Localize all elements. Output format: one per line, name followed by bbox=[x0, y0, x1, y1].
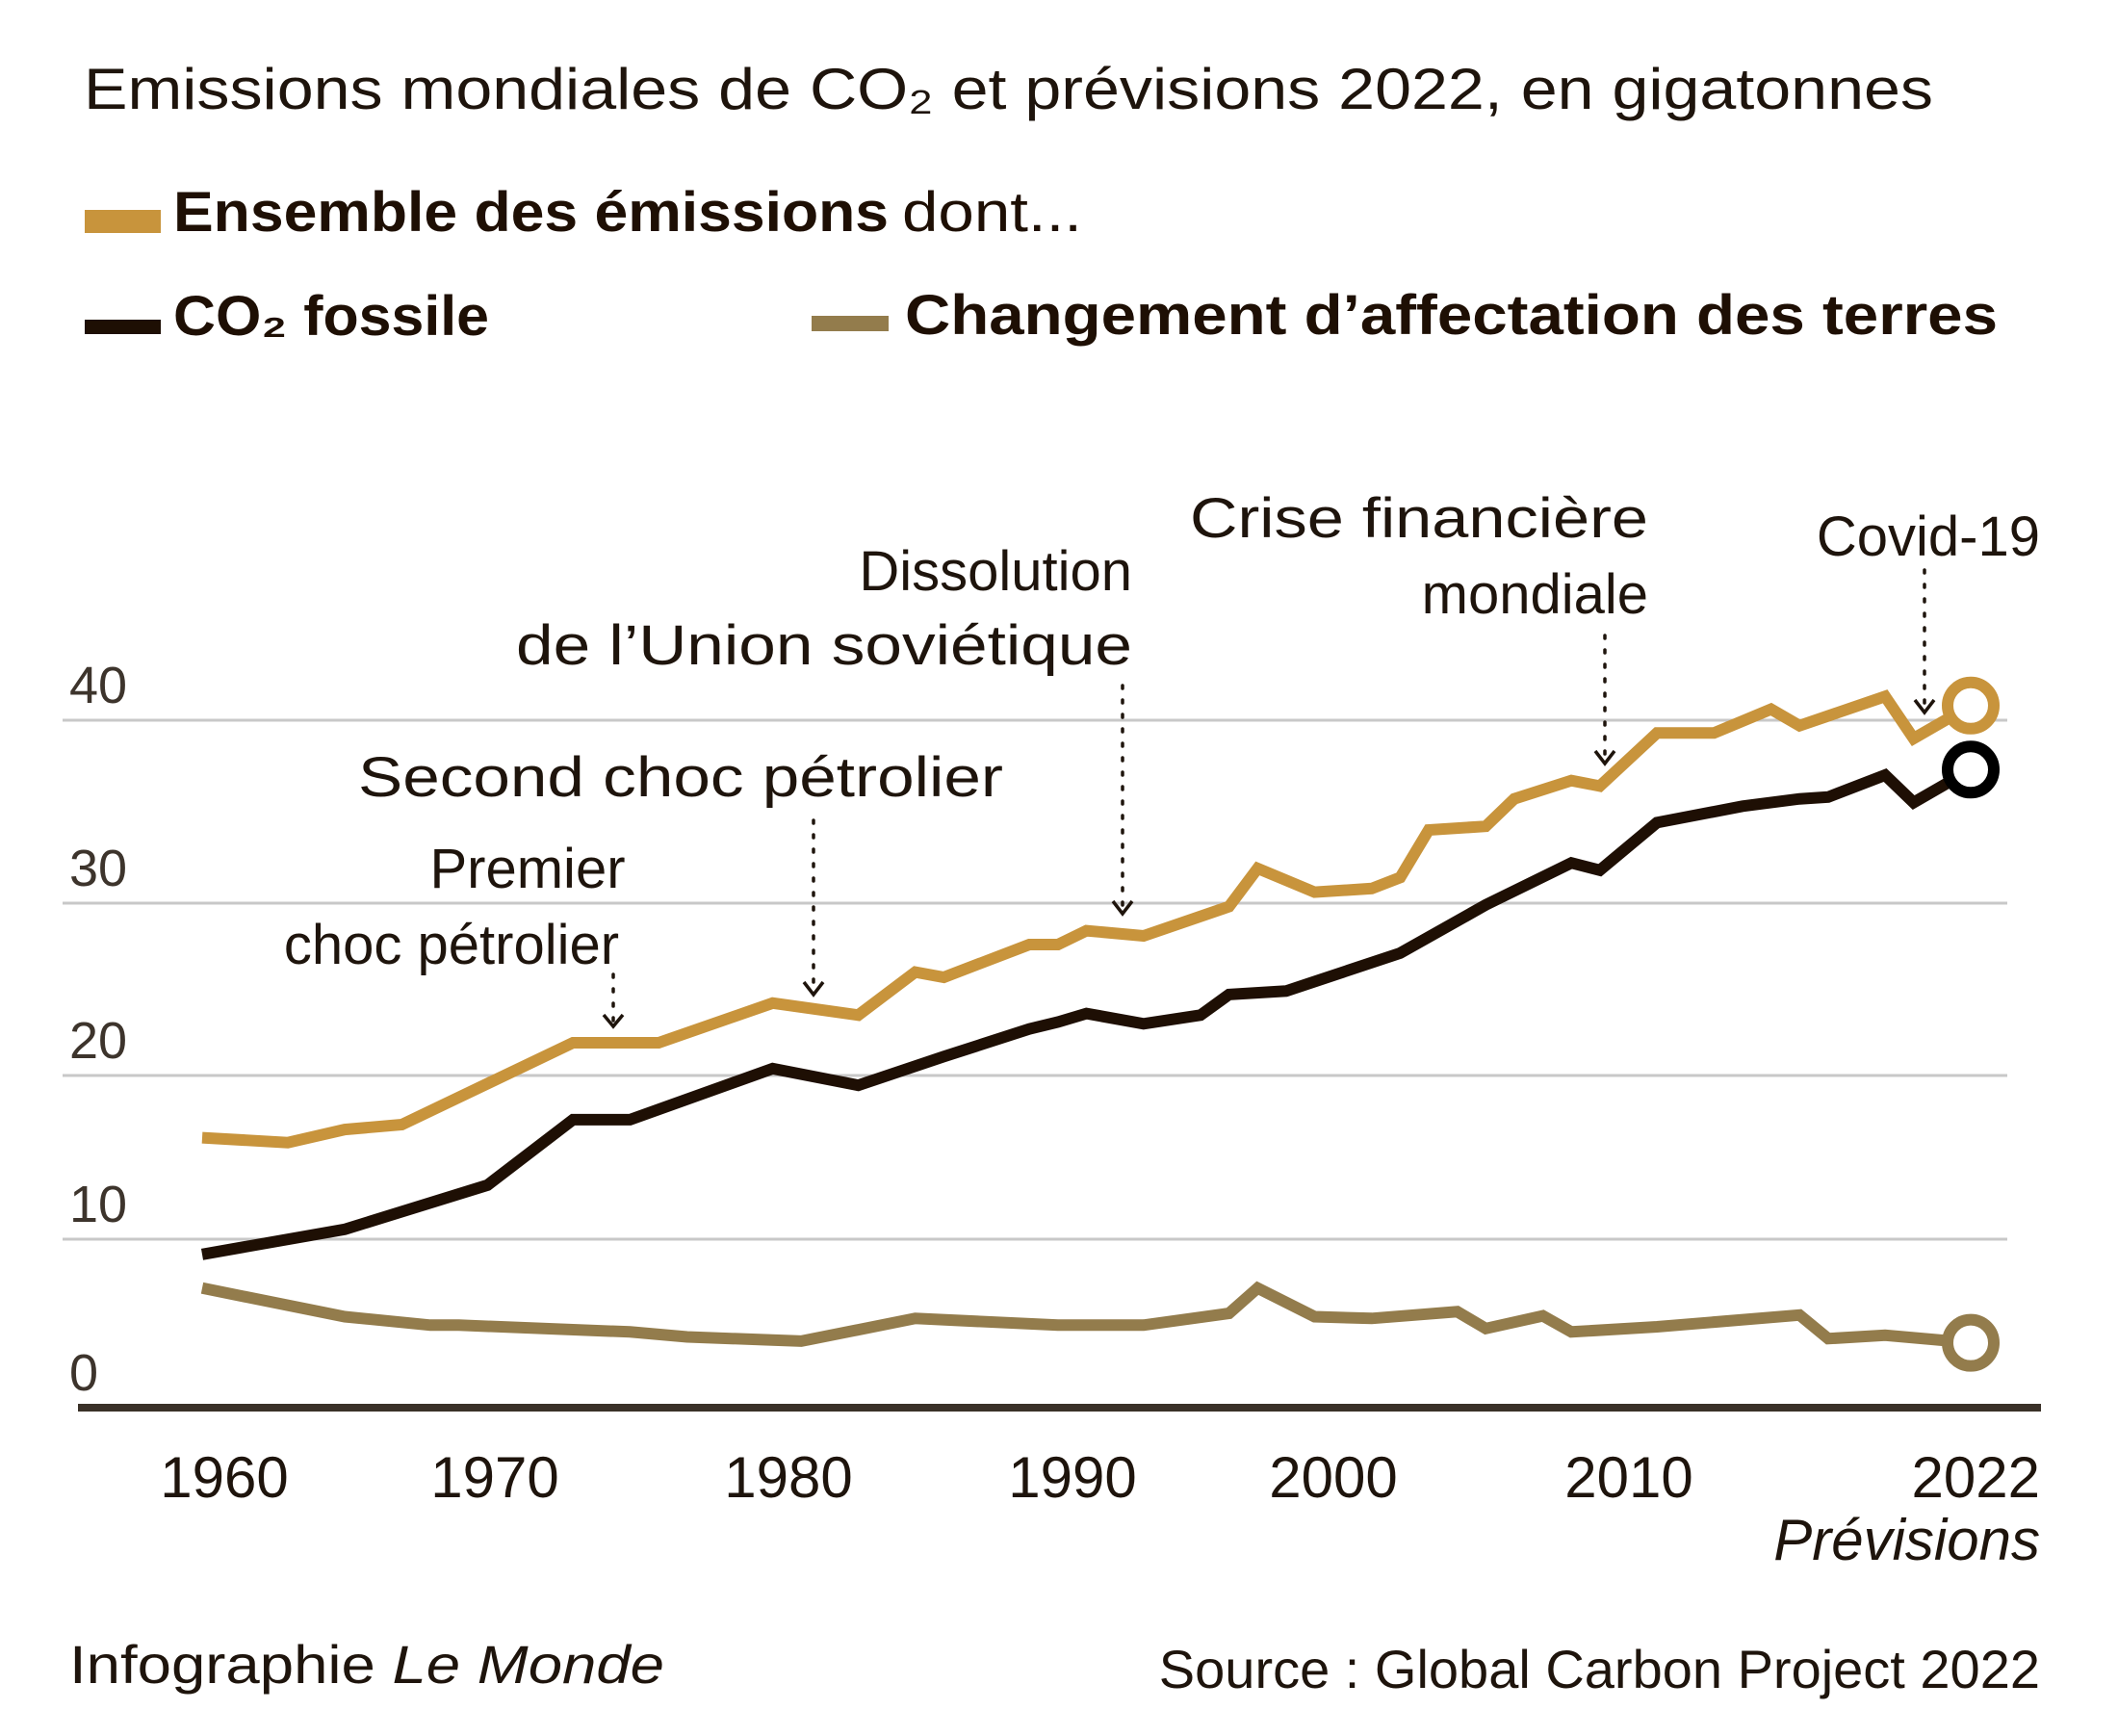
legend: Ensemble des émissions dont... CO₂ fossi… bbox=[85, 181, 1998, 348]
legend-label-fossil: CO₂ fossile bbox=[173, 285, 489, 348]
legend-swatch-total bbox=[85, 210, 161, 233]
x-axis-labels: 1960 1970 1980 1990 2000 2010 2022 bbox=[160, 1445, 2040, 1510]
annotation-covid: Covid-19 bbox=[1817, 505, 2040, 715]
footer-source: Source : Global Carbon Project 2022 bbox=[1159, 1639, 2040, 1699]
x-tick-label: 2022 bbox=[1912, 1445, 2040, 1510]
projection-marker-fossil bbox=[1942, 740, 2000, 799]
x-tick-label: 2010 bbox=[1564, 1445, 1692, 1510]
chart-title: Emissions mondiales de CO₂ et prévisions… bbox=[84, 57, 1933, 121]
series-fossil bbox=[200, 740, 2000, 1260]
arrow-down-icon bbox=[1913, 698, 1936, 715]
arrow-down-icon bbox=[802, 980, 825, 998]
annotation-second-choc: Second choc pétrolier bbox=[358, 746, 1003, 998]
legend-label-land: Changement d’affectation des terres bbox=[905, 284, 1998, 347]
series-land-use bbox=[200, 1281, 2000, 1372]
series-line-fossil bbox=[200, 768, 1954, 1260]
projection-marker-total bbox=[1942, 676, 2000, 735]
x-tick-label: 1990 bbox=[1008, 1445, 1136, 1510]
legend-item-fossil: CO₂ fossile bbox=[85, 285, 489, 348]
legend-label-total: Ensemble des émissions bbox=[173, 181, 889, 244]
projection-marker-land-use bbox=[1942, 1313, 2000, 1372]
x-tick-label: 2000 bbox=[1269, 1445, 1397, 1510]
annotation-label: Covid-19 bbox=[1817, 505, 2040, 568]
annotation-label: Crise financière bbox=[1190, 487, 1648, 550]
legend-swatch-fossil bbox=[85, 320, 161, 334]
x-tick-label: 1970 bbox=[430, 1445, 558, 1510]
annotation-label: mondiale bbox=[1422, 563, 1648, 626]
y-tick-label: 10 bbox=[69, 1176, 127, 1233]
annotation-premier-choc: Premier choc pétrolier bbox=[284, 838, 626, 1029]
annotation-label: de l’Union soviétique bbox=[516, 614, 1132, 677]
arrow-down-icon bbox=[1593, 749, 1616, 766]
y-axis-labels: 0 10 20 30 40 bbox=[69, 657, 127, 1402]
gridlines bbox=[63, 718, 2007, 1241]
arrow-down-icon bbox=[1111, 899, 1134, 917]
y-tick-label: 30 bbox=[69, 840, 127, 897]
legend-item-land: Changement d’affectation des terres bbox=[812, 284, 1998, 347]
y-tick-label: 0 bbox=[69, 1344, 98, 1402]
series-total bbox=[201, 676, 2000, 1149]
series-line-land-use bbox=[200, 1281, 1949, 1347]
x-tick-label: 1960 bbox=[160, 1445, 288, 1510]
y-tick-label: 20 bbox=[69, 1012, 127, 1070]
footer-credit-prefix: Infographie bbox=[69, 1634, 375, 1695]
legend-swatch-land bbox=[812, 316, 889, 331]
annotation-dissolution-urss: Dissolution de l’Union soviétique bbox=[516, 540, 1134, 917]
y-tick-label: 40 bbox=[69, 657, 127, 714]
arrow-down-icon bbox=[602, 1013, 625, 1029]
annotation-label: Dissolution bbox=[859, 540, 1132, 603]
annotation-label: Premier bbox=[429, 838, 625, 900]
x-tick-label: 1980 bbox=[724, 1445, 852, 1510]
footer-credit-brand: Le Monde bbox=[392, 1634, 664, 1695]
x-tick-sublabel-previsions: Prévisions bbox=[1773, 1508, 2040, 1572]
annotation-label: Second choc pétrolier bbox=[358, 746, 1003, 809]
footer-credit: Infographie Le Monde bbox=[69, 1634, 664, 1695]
legend-item-total: Ensemble des émissions dont... bbox=[85, 181, 1082, 244]
annotation-label: choc pétrolier bbox=[284, 914, 619, 976]
series-lines bbox=[200, 676, 2000, 1372]
annotation-crise-financiere: Crise financière mondiale bbox=[1190, 487, 1648, 766]
legend-label-total-suffix: dont... bbox=[902, 181, 1082, 244]
